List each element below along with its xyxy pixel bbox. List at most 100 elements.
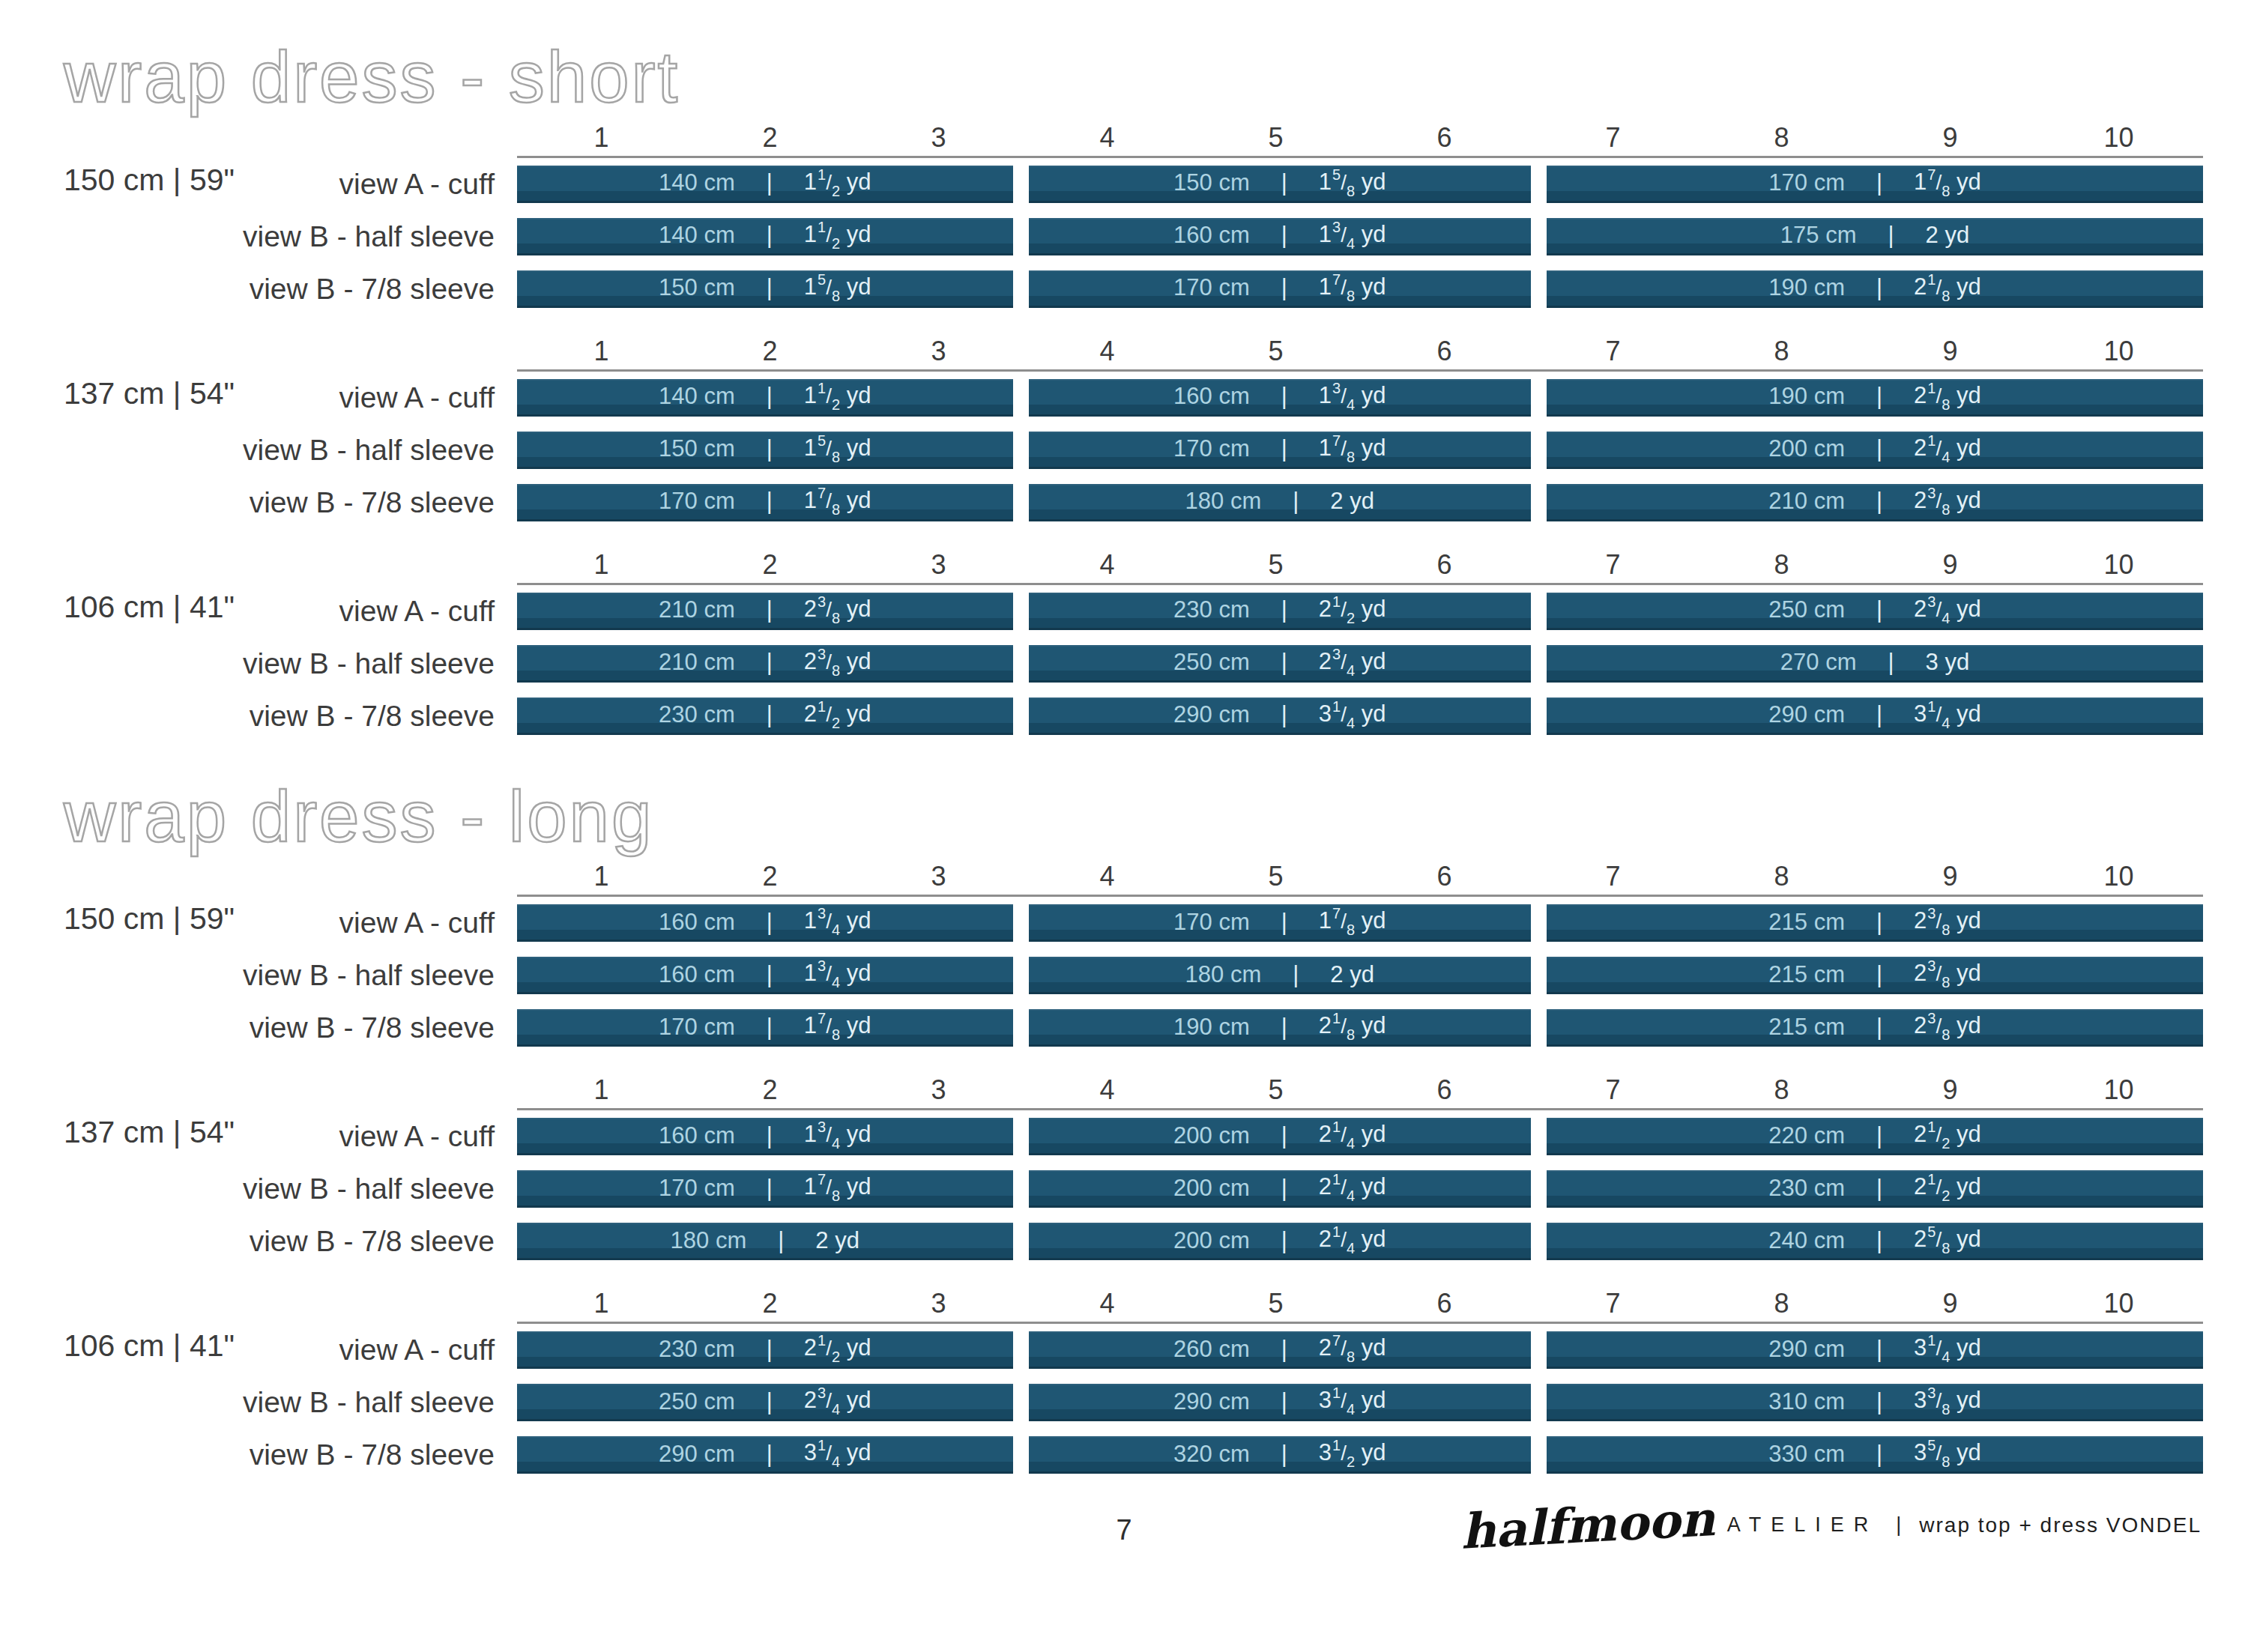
- yd-unit: yd: [1355, 1121, 1386, 1147]
- cm-yd-separator: |: [1281, 596, 1287, 623]
- yd-whole: 2: [1914, 1012, 1927, 1038]
- yd-whole: 1: [1319, 273, 1332, 300]
- yd-value: 13/4 yd: [804, 957, 871, 991]
- yd-fraction-numerator: 1: [1927, 380, 1936, 396]
- size-number: 8: [1697, 1077, 1866, 1104]
- yd-fraction-numerator: 7: [1332, 432, 1341, 449]
- size-number: 4: [1023, 1290, 1191, 1317]
- size-number: 5: [1191, 338, 1360, 365]
- yd-value: 13/4 yd: [1319, 219, 1386, 252]
- yd-value: 21/4 yd: [1319, 1223, 1386, 1257]
- brand-footer: halfmoon ATELIER | wrap top + dress VOND…: [1460, 1504, 2202, 1547]
- yd-fraction-denominator: 8: [1942, 974, 1950, 990]
- yd-fraction-slash: /: [1341, 384, 1347, 408]
- fabric-bar: 215 cm|23/8 yd: [1547, 957, 2203, 994]
- cm-value: 215 cm: [1768, 961, 1845, 988]
- size-number: 9: [1866, 1290, 2034, 1317]
- size-number: 6: [1360, 551, 1529, 578]
- size-numbers: 12345678910: [517, 1290, 2203, 1317]
- atelier-label: ATELIER: [1727, 1513, 1879, 1537]
- yd-fraction-denominator: 4: [1347, 1135, 1355, 1152]
- cm-value: 250 cm: [1173, 649, 1250, 676]
- size-ruler: 12345678910: [517, 124, 2203, 158]
- yd-unit: yd: [840, 1121, 871, 1147]
- yd-value: 23/8 yd: [1914, 957, 1981, 991]
- yd-fraction-numerator: 1: [1332, 593, 1341, 610]
- cm-yd-separator: |: [1281, 1122, 1287, 1149]
- fabric-bar: 160 cm|13/4 yd: [1029, 218, 1532, 255]
- yd-fraction-slash: /: [1341, 1176, 1347, 1199]
- cm-yd-separator: |: [1281, 435, 1287, 462]
- yd-fraction-denominator: 8: [1942, 1026, 1950, 1043]
- yd-value: 31/2 yd: [1319, 1437, 1386, 1471]
- fabric-width-label: 106 cm | 41": [64, 1328, 235, 1364]
- cm-value: 230 cm: [659, 1336, 735, 1363]
- yd-value: 15/8 yd: [804, 432, 871, 466]
- cm-yd-separator: |: [1281, 1388, 1287, 1415]
- yd-unit: yd: [840, 382, 871, 408]
- yd-fraction-denominator: 4: [1347, 715, 1355, 731]
- yd-value: 21/4 yd: [1319, 1171, 1386, 1205]
- yd-fraction-denominator: 2: [1942, 1135, 1950, 1152]
- size-number: 8: [1697, 863, 1866, 890]
- size-number: 8: [1697, 338, 1866, 365]
- yd-unit: yd: [1355, 169, 1386, 195]
- yd-value: 2 yd: [1926, 222, 1970, 249]
- cm-yd-separator: |: [767, 1122, 773, 1149]
- yd-whole: 2: [1914, 435, 1927, 461]
- cm-value: 190 cm: [1768, 383, 1845, 410]
- cm-value: 200 cm: [1173, 1175, 1250, 1202]
- yd-fraction-numerator: 1: [1332, 1119, 1341, 1135]
- fabric-bar: 250 cm|23/4 yd: [1029, 645, 1532, 683]
- cm-yd-separator: |: [1281, 1336, 1287, 1363]
- cm-yd-separator: |: [1293, 488, 1299, 515]
- yd-unit: yd: [1355, 648, 1386, 674]
- view-label: view B - 7/8 sleeve: [0, 700, 517, 733]
- yd-whole: 1: [804, 169, 817, 195]
- yd-unit: yd: [840, 1012, 871, 1038]
- yd-unit: yd: [1355, 596, 1386, 622]
- yd-fraction-slash: /: [1341, 598, 1347, 621]
- yd-value: 15/8 yd: [804, 271, 871, 305]
- yd-value: 31/4 yd: [1914, 1332, 1981, 1366]
- cm-yd-separator: |: [767, 1441, 773, 1468]
- yd-fraction-denominator: 2: [832, 235, 840, 252]
- yd-fraction-denominator: 8: [1347, 922, 1355, 938]
- size-number: 5: [1191, 124, 1360, 151]
- fabric-bar: 140 cm|11/2 yd: [517, 218, 1013, 255]
- yd-whole: 2: [1319, 1121, 1332, 1147]
- cm-value: 240 cm: [1768, 1227, 1845, 1254]
- size-number: 4: [1023, 124, 1191, 151]
- yd-fraction-slash: /: [826, 962, 832, 985]
- fabric-bar: 215 cm|23/8 yd: [1547, 904, 2203, 942]
- cm-yd-separator: |: [767, 596, 773, 623]
- yd-whole: 1: [1914, 169, 1927, 195]
- cm-yd-separator: |: [1888, 222, 1894, 249]
- view-label: view B - half sleeve: [0, 959, 517, 992]
- cm-yd-separator: |: [767, 435, 773, 462]
- yd-unit: yd: [1950, 960, 1980, 986]
- fabric-row: view A - cuff160 cm|13/4 yd200 cm|21/4 y…: [0, 1118, 2248, 1155]
- yd-fraction-slash: /: [826, 598, 832, 621]
- yd-value: 15/8 yd: [1319, 166, 1386, 200]
- bar-track: 250 cm|23/4 yd290 cm|31/4 yd310 cm|33/8 …: [517, 1384, 2203, 1421]
- yd-unit: yd: [840, 960, 871, 986]
- yd-whole: 1: [804, 907, 817, 934]
- fabric-bar: 180 cm|2 yd: [1029, 957, 1532, 994]
- fabric-bar: 250 cm|23/4 yd: [517, 1384, 1013, 1421]
- cm-value: 250 cm: [1768, 596, 1845, 623]
- fabric-bar: 250 cm|23/4 yd: [1547, 593, 2203, 630]
- bar-track: 140 cm|11/2 yd160 cm|13/4 yd190 cm|21/8 …: [517, 379, 2203, 417]
- yd-fraction-numerator: 7: [818, 1171, 826, 1187]
- cm-yd-separator: |: [1281, 383, 1287, 410]
- yd-fraction-numerator: 3: [1927, 957, 1936, 974]
- yd-fraction-denominator: 4: [1347, 1240, 1355, 1256]
- yd-fraction-denominator: 4: [832, 1135, 840, 1152]
- yd-whole: 1: [804, 1173, 817, 1199]
- halfmoon-logo: halfmoon: [1460, 1497, 1716, 1553]
- yd-fraction-denominator: 4: [832, 1453, 840, 1470]
- cm-value: 180 cm: [1185, 488, 1262, 515]
- yd-unit: yd: [1355, 1439, 1386, 1465]
- yd-value: 21/2 yd: [1914, 1171, 1981, 1205]
- yd-value: 31/4 yd: [1319, 1385, 1386, 1418]
